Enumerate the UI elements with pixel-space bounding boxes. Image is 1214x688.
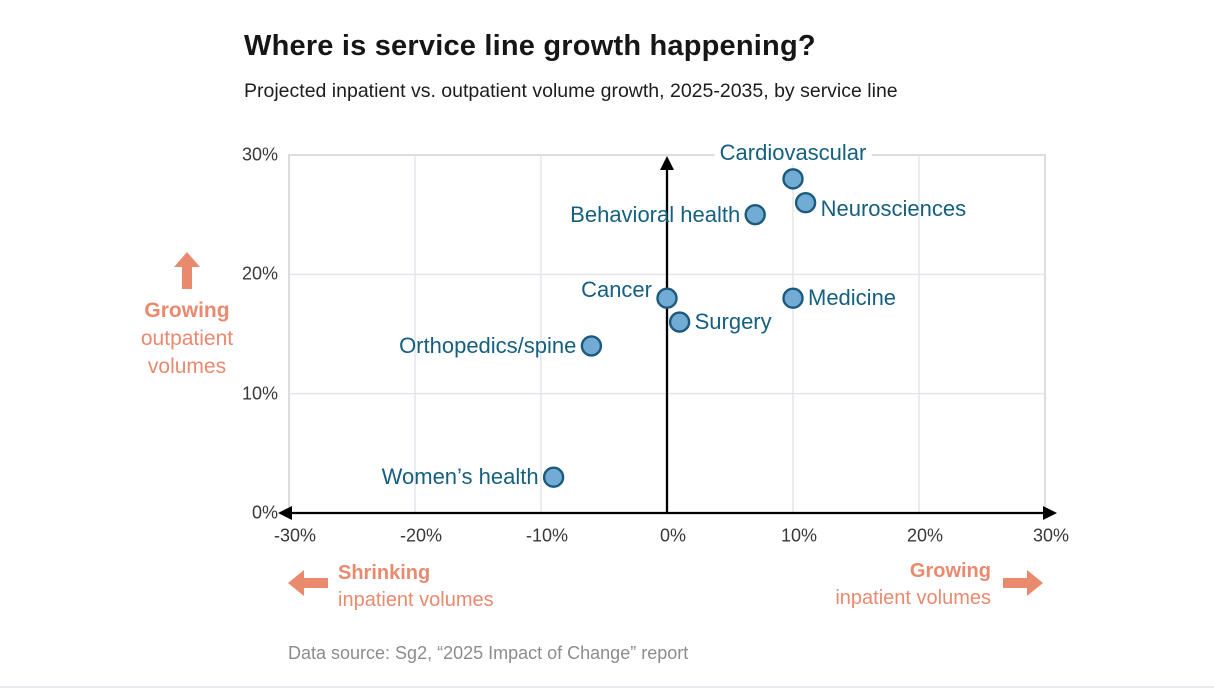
x-tick-label: 10%	[780, 525, 818, 546]
point-label-surgery: Surgery	[694, 308, 772, 334]
x-tick-label: -30%	[273, 525, 317, 546]
page-subtitle: Projected inpatient vs. outpatient volum…	[244, 80, 898, 102]
annotation-line: volumes	[147, 355, 227, 378]
x-tick-label: 30%	[1032, 525, 1070, 546]
up-arrow-icon	[174, 252, 200, 289]
annotation-line: outpatient	[140, 327, 234, 350]
y-axis-arrowhead	[660, 156, 674, 170]
data-point-cardiovascular	[782, 168, 804, 190]
y-axis-annotation: Growing outpatient volumes	[107, 252, 267, 381]
point-label-neurosciences: Neurosciences	[820, 195, 967, 221]
page-title: Where is service line growth happening?	[244, 30, 816, 62]
x-tick-label: 0%	[659, 525, 687, 546]
y-tick-label: 10%	[241, 383, 278, 404]
data-point-women-s-health	[542, 466, 565, 488]
data-point-surgery	[668, 311, 691, 333]
y-tick-label: 0%	[251, 502, 278, 523]
x-tick-label: -10%	[525, 525, 569, 546]
x-tick-label: 20%	[906, 525, 944, 546]
x-tick-label: -20%	[399, 525, 443, 546]
point-label-cardiovascular: Cardiovascular	[714, 140, 872, 165]
data-source: Data source: Sg2, “2025 Impact of Change…	[288, 643, 689, 663]
annotation-line: Shrinking	[338, 562, 431, 584]
data-point-cancer	[656, 287, 678, 309]
annotation-line: Growing	[909, 560, 991, 582]
data-point-neurosciences	[794, 192, 817, 214]
left-arrow-icon	[288, 570, 328, 596]
y-tick-label: 20%	[241, 263, 278, 284]
data-point-behavioral-health	[744, 203, 766, 226]
x-axis-left-annotation: Shrinking inpatient volumes	[288, 560, 494, 614]
x-axis-right-annotation: Growing inpatient volumes	[835, 558, 1043, 612]
x-axis-right-arrowhead	[1043, 506, 1057, 520]
annotation-line: Growing	[144, 299, 230, 322]
point-label-orthopedics-spine: Orthopedics/spine	[399, 332, 577, 358]
right-arrow-icon	[1003, 570, 1043, 596]
point-label-women-s-health: Women’s health	[381, 464, 539, 490]
annotation-line: inpatient volumes	[338, 589, 494, 611]
annotation-line: inpatient volumes	[835, 587, 991, 609]
data-point-medicine	[782, 287, 804, 309]
data-point-orthopedics-spine	[580, 335, 603, 357]
x-axis-left-arrowhead	[278, 506, 292, 520]
point-label-medicine: Medicine	[808, 285, 897, 311]
y-tick-label: 30%	[241, 144, 278, 165]
point-label-behavioral-health: Behavioral health	[570, 201, 741, 227]
point-label-cancer: Cancer	[581, 277, 652, 303]
